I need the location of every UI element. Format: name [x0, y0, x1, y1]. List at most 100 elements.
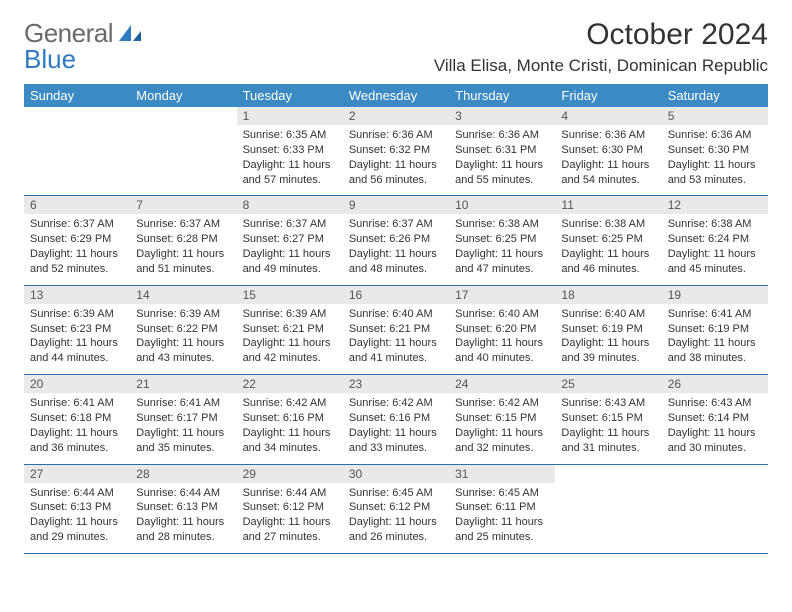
- day-content: Sunrise: 6:44 AMSunset: 6:13 PMDaylight:…: [130, 483, 236, 553]
- calendar-cell: 14Sunrise: 6:39 AMSunset: 6:22 PMDayligh…: [130, 285, 236, 374]
- brand-word-2: Blue: [24, 44, 76, 74]
- day-sunrise: Sunrise: 6:38 AM: [561, 217, 655, 232]
- day-sunset: Sunset: 6:14 PM: [668, 411, 762, 426]
- day-day1: Daylight: 11 hours: [30, 336, 124, 351]
- calendar-cell: 7Sunrise: 6:37 AMSunset: 6:28 PMDaylight…: [130, 196, 236, 285]
- calendar-cell: 21Sunrise: 6:41 AMSunset: 6:17 PMDayligh…: [130, 375, 236, 464]
- day-day1: Daylight: 11 hours: [136, 515, 230, 530]
- day-number: 25: [555, 375, 661, 393]
- calendar-cell: .: [662, 464, 768, 553]
- day-sunset: Sunset: 6:33 PM: [243, 143, 337, 158]
- day-day2: and 55 minutes.: [455, 173, 549, 188]
- day-sunset: Sunset: 6:19 PM: [561, 322, 655, 337]
- day-content: Sunrise: 6:39 AMSunset: 6:21 PMDaylight:…: [237, 304, 343, 374]
- day-sunset: Sunset: 6:30 PM: [668, 143, 762, 158]
- day-day2: and 27 minutes.: [243, 530, 337, 545]
- day-content: Sunrise: 6:36 AMSunset: 6:32 PMDaylight:…: [343, 125, 449, 195]
- day-sunrise: Sunrise: 6:37 AM: [349, 217, 443, 232]
- day-content: Sunrise: 6:41 AMSunset: 6:19 PMDaylight:…: [662, 304, 768, 374]
- day-number: 28: [130, 465, 236, 483]
- day-content: Sunrise: 6:42 AMSunset: 6:16 PMDaylight:…: [237, 393, 343, 463]
- day-sunrise: Sunrise: 6:36 AM: [349, 128, 443, 143]
- day-sunrise: Sunrise: 6:40 AM: [455, 307, 549, 322]
- day-content: Sunrise: 6:40 AMSunset: 6:19 PMDaylight:…: [555, 304, 661, 374]
- day-number: 21: [130, 375, 236, 393]
- day-day2: and 35 minutes.: [136, 441, 230, 456]
- calendar-cell: .: [24, 107, 130, 196]
- calendar-cell: 29Sunrise: 6:44 AMSunset: 6:12 PMDayligh…: [237, 464, 343, 553]
- day-content: Sunrise: 6:41 AMSunset: 6:18 PMDaylight:…: [24, 393, 130, 463]
- day-sunset: Sunset: 6:13 PM: [30, 500, 124, 515]
- day-content: Sunrise: 6:38 AMSunset: 6:24 PMDaylight:…: [662, 214, 768, 284]
- day-content: Sunrise: 6:37 AMSunset: 6:28 PMDaylight:…: [130, 214, 236, 284]
- day-content: Sunrise: 6:44 AMSunset: 6:13 PMDaylight:…: [24, 483, 130, 553]
- day-sunset: Sunset: 6:28 PM: [136, 232, 230, 247]
- day-content: Sunrise: 6:40 AMSunset: 6:20 PMDaylight:…: [449, 304, 555, 374]
- day-sunrise: Sunrise: 6:42 AM: [349, 396, 443, 411]
- day-day1: Daylight: 11 hours: [243, 515, 337, 530]
- day-sunrise: Sunrise: 6:37 AM: [243, 217, 337, 232]
- day-sunset: Sunset: 6:15 PM: [455, 411, 549, 426]
- day-day1: Daylight: 11 hours: [30, 426, 124, 441]
- day-number: 16: [343, 286, 449, 304]
- day-sunset: Sunset: 6:20 PM: [455, 322, 549, 337]
- day-sunset: Sunset: 6:12 PM: [243, 500, 337, 515]
- calendar-cell: 19Sunrise: 6:41 AMSunset: 6:19 PMDayligh…: [662, 285, 768, 374]
- day-day2: and 52 minutes.: [30, 262, 124, 277]
- day-day1: Daylight: 11 hours: [561, 158, 655, 173]
- calendar-week-row: 20Sunrise: 6:41 AMSunset: 6:18 PMDayligh…: [24, 375, 768, 464]
- calendar-cell: 4Sunrise: 6:36 AMSunset: 6:30 PMDaylight…: [555, 107, 661, 196]
- day-content: Sunrise: 6:45 AMSunset: 6:12 PMDaylight:…: [343, 483, 449, 553]
- day-day2: and 44 minutes.: [30, 351, 124, 366]
- day-content: Sunrise: 6:38 AMSunset: 6:25 PMDaylight:…: [555, 214, 661, 284]
- day-content: Sunrise: 6:41 AMSunset: 6:17 PMDaylight:…: [130, 393, 236, 463]
- weekday-header: Saturday: [662, 84, 768, 107]
- day-number: 29: [237, 465, 343, 483]
- day-sunset: Sunset: 6:29 PM: [30, 232, 124, 247]
- day-sunrise: Sunrise: 6:38 AM: [455, 217, 549, 232]
- calendar-cell: 12Sunrise: 6:38 AMSunset: 6:24 PMDayligh…: [662, 196, 768, 285]
- calendar-cell: 17Sunrise: 6:40 AMSunset: 6:20 PMDayligh…: [449, 285, 555, 374]
- day-day2: and 45 minutes.: [668, 262, 762, 277]
- day-day1: Daylight: 11 hours: [349, 336, 443, 351]
- day-number: 3: [449, 107, 555, 125]
- day-day1: Daylight: 11 hours: [668, 158, 762, 173]
- calendar-cell: 5Sunrise: 6:36 AMSunset: 6:30 PMDaylight…: [662, 107, 768, 196]
- day-number: 6: [24, 196, 130, 214]
- day-day1: Daylight: 11 hours: [561, 336, 655, 351]
- day-sunset: Sunset: 6:32 PM: [349, 143, 443, 158]
- calendar-cell: 13Sunrise: 6:39 AMSunset: 6:23 PMDayligh…: [24, 285, 130, 374]
- day-day1: Daylight: 11 hours: [455, 247, 549, 262]
- calendar-cell: 28Sunrise: 6:44 AMSunset: 6:13 PMDayligh…: [130, 464, 236, 553]
- day-day1: Daylight: 11 hours: [349, 247, 443, 262]
- day-sunrise: Sunrise: 6:44 AM: [30, 486, 124, 501]
- day-day1: Daylight: 11 hours: [561, 247, 655, 262]
- day-number: 31: [449, 465, 555, 483]
- title-month: October 2024: [434, 18, 768, 52]
- day-sunset: Sunset: 6:17 PM: [136, 411, 230, 426]
- calendar-cell: 10Sunrise: 6:38 AMSunset: 6:25 PMDayligh…: [449, 196, 555, 285]
- day-day2: and 54 minutes.: [561, 173, 655, 188]
- day-sunrise: Sunrise: 6:45 AM: [349, 486, 443, 501]
- day-day1: Daylight: 11 hours: [668, 336, 762, 351]
- day-sunrise: Sunrise: 6:37 AM: [136, 217, 230, 232]
- day-day2: and 33 minutes.: [349, 441, 443, 456]
- day-day1: Daylight: 11 hours: [243, 158, 337, 173]
- day-number: 27: [24, 465, 130, 483]
- calendar-cell: 26Sunrise: 6:43 AMSunset: 6:14 PMDayligh…: [662, 375, 768, 464]
- weekday-header: Tuesday: [237, 84, 343, 107]
- calendar-table: Sunday Monday Tuesday Wednesday Thursday…: [24, 84, 768, 554]
- day-sunrise: Sunrise: 6:37 AM: [30, 217, 124, 232]
- day-content: Sunrise: 6:43 AMSunset: 6:15 PMDaylight:…: [555, 393, 661, 463]
- day-day2: and 51 minutes.: [136, 262, 230, 277]
- day-number: 23: [343, 375, 449, 393]
- weekday-header: Sunday: [24, 84, 130, 107]
- day-content: Sunrise: 6:42 AMSunset: 6:15 PMDaylight:…: [449, 393, 555, 463]
- calendar-week-row: ..1Sunrise: 6:35 AMSunset: 6:33 PMDaylig…: [24, 107, 768, 196]
- day-number: 19: [662, 286, 768, 304]
- day-number: 18: [555, 286, 661, 304]
- day-sunset: Sunset: 6:22 PM: [136, 322, 230, 337]
- weekday-header: Friday: [555, 84, 661, 107]
- day-sunrise: Sunrise: 6:36 AM: [455, 128, 549, 143]
- day-sunrise: Sunrise: 6:36 AM: [561, 128, 655, 143]
